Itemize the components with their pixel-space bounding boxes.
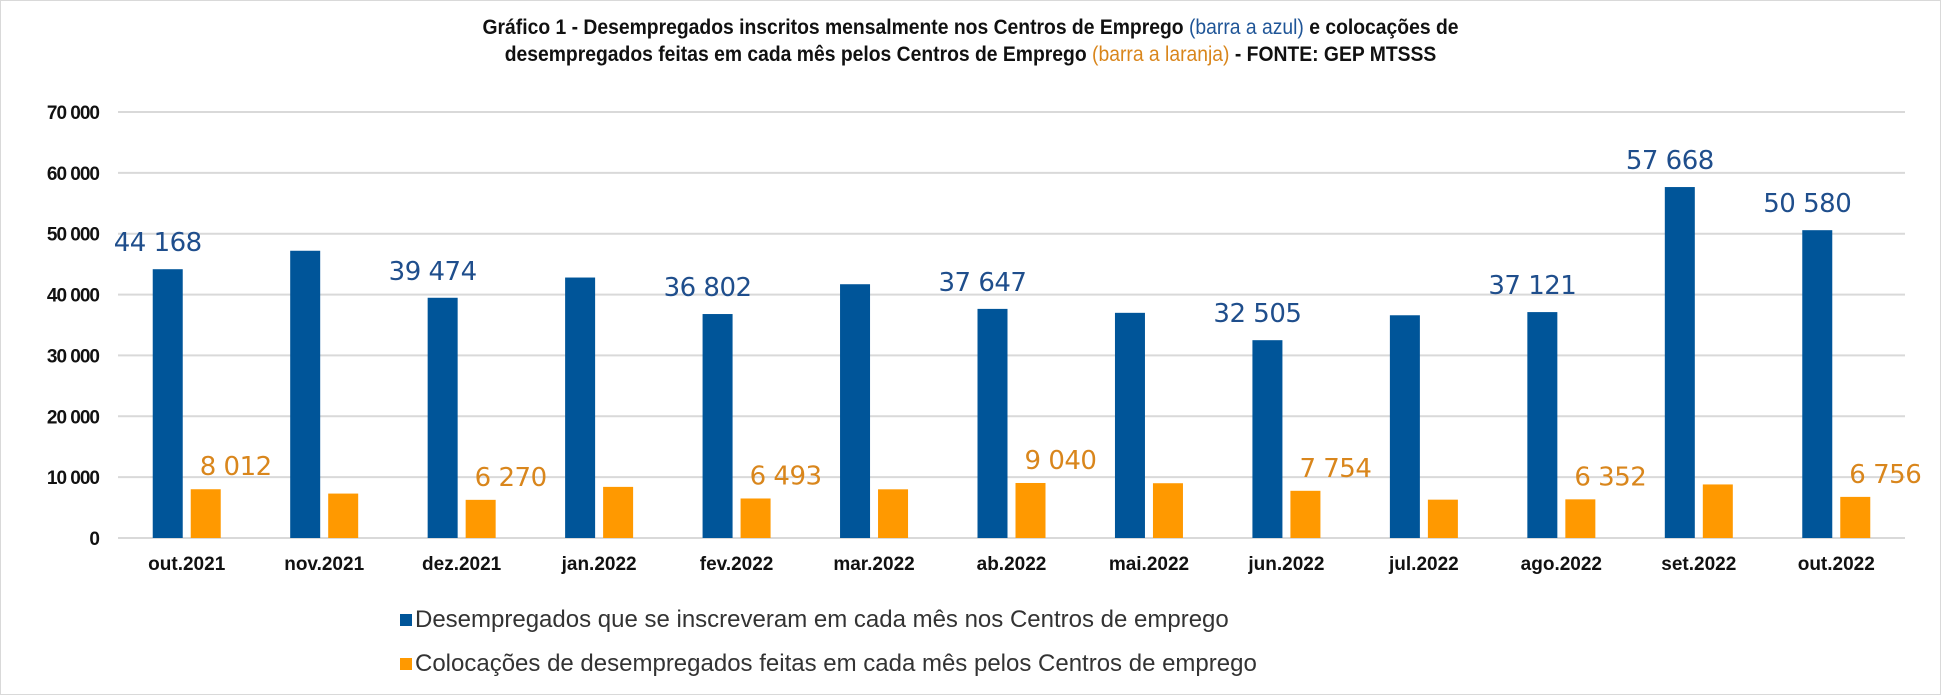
bar-registered xyxy=(702,314,733,538)
data-label-placements: 6 352 xyxy=(1574,462,1646,492)
title-text: e colocações de xyxy=(1303,16,1459,39)
x-tick-label: jul.2022 xyxy=(1388,554,1459,575)
bar-registered xyxy=(427,297,458,538)
legend: Desempregados que se inscreveram em cada… xyxy=(400,598,1257,686)
x-tick-label: mar.2022 xyxy=(833,554,914,575)
y-tick-label: 20 000 xyxy=(47,407,100,428)
legend-label: Colocações de desempregados feitas em ca… xyxy=(415,650,1257,677)
bar-registered xyxy=(1114,312,1145,538)
data-label-placements: 7 754 xyxy=(1299,454,1371,484)
bar-registered xyxy=(565,277,596,538)
y-tick-label: 70 000 xyxy=(47,103,100,124)
x-tick-label: dez.2021 xyxy=(422,554,502,575)
y-tick-label: 10 000 xyxy=(47,468,100,489)
bar-placements xyxy=(465,499,496,538)
bar-placements xyxy=(1565,499,1596,538)
x-tick-label: ab.2022 xyxy=(977,554,1047,575)
bar-placements xyxy=(1290,490,1321,538)
x-tick-label: ago.2022 xyxy=(1521,554,1602,575)
data-label-registered: 37 121 xyxy=(1488,271,1576,301)
bar-placements xyxy=(740,498,771,538)
bar-registered xyxy=(840,284,871,538)
legend-swatch-blue xyxy=(400,614,412,626)
data-label-registered: 36 802 xyxy=(664,273,752,303)
title-text: desempregados feitas em cada mês pelos C… xyxy=(504,43,1093,66)
x-tick-label: set.2022 xyxy=(1661,554,1736,575)
data-label-registered: 37 647 xyxy=(939,268,1027,298)
x-tick-label: out.2021 xyxy=(148,554,226,575)
title-text: Gráfico 1 - Desempregados inscritos mens… xyxy=(482,16,1189,39)
bar-registered xyxy=(1664,187,1695,539)
bar-placements xyxy=(603,486,634,538)
bar-placements xyxy=(878,489,909,538)
data-label-registered: 57 668 xyxy=(1626,146,1714,176)
y-tick-label: 30 000 xyxy=(47,346,100,367)
x-tick-label: mai.2022 xyxy=(1109,554,1189,575)
bar-placements xyxy=(1840,496,1871,538)
y-tick-label: 50 000 xyxy=(47,225,100,246)
x-tick-label: out.2022 xyxy=(1798,554,1875,575)
bar-registered xyxy=(1389,315,1420,538)
legend-label: Desempregados que se inscreveram em cada… xyxy=(415,606,1229,633)
chart-title: Gráfico 1 - Desempregados inscritos mens… xyxy=(78,14,1864,68)
data-label-placements: 6 756 xyxy=(1849,460,1921,490)
data-label-placements: 9 040 xyxy=(1025,446,1097,476)
bar-placements xyxy=(190,489,221,538)
bar-registered xyxy=(977,308,1008,538)
title-source: - FONTE: GEP MTSSS xyxy=(1229,43,1437,66)
legend-item-registered: Desempregados que se inscreveram em cada… xyxy=(400,598,1257,642)
data-label-placements: 8 012 xyxy=(200,452,272,482)
x-tick-label: jan.2022 xyxy=(561,554,637,575)
bar-registered xyxy=(152,269,183,538)
title-blue-note: (barra a azul) xyxy=(1188,16,1304,39)
y-tick-label: 40 000 xyxy=(47,286,100,307)
bar-registered xyxy=(1802,230,1833,538)
bar-registered xyxy=(290,250,321,539)
title-line-1: Gráfico 1 - Desempregados inscritos mens… xyxy=(78,14,1864,41)
y-tick-label: 60 000 xyxy=(47,164,100,185)
bar-placements xyxy=(1702,484,1733,538)
y-tick-label: 0 xyxy=(89,529,99,550)
title-line-2: desempregados feitas em cada mês pelos C… xyxy=(78,41,1864,68)
data-label-registered: 44 168 xyxy=(114,228,202,258)
legend-swatch-orange xyxy=(400,658,412,670)
bar-placements xyxy=(1015,482,1046,538)
x-tick-label: nov.2021 xyxy=(284,554,364,575)
legend-item-placements: Colocações de desempregados feitas em ca… xyxy=(400,642,1257,686)
data-label-registered: 32 505 xyxy=(1213,299,1301,329)
title-orange-note: (barra a laranja) xyxy=(1092,43,1230,66)
bar-registered xyxy=(1527,312,1558,538)
bar-placements xyxy=(328,493,359,538)
data-label-placements: 6 270 xyxy=(475,463,547,493)
bar-placements xyxy=(1152,483,1183,538)
data-label-registered: 50 580 xyxy=(1763,189,1851,219)
x-tick-label: jun.2022 xyxy=(1247,554,1324,575)
x-tick-label: fev.2022 xyxy=(700,554,774,575)
bar-placements xyxy=(1427,499,1458,538)
bar-registered xyxy=(1252,340,1283,538)
data-label-placements: 6 493 xyxy=(750,461,822,491)
data-label-registered: 39 474 xyxy=(389,257,477,287)
